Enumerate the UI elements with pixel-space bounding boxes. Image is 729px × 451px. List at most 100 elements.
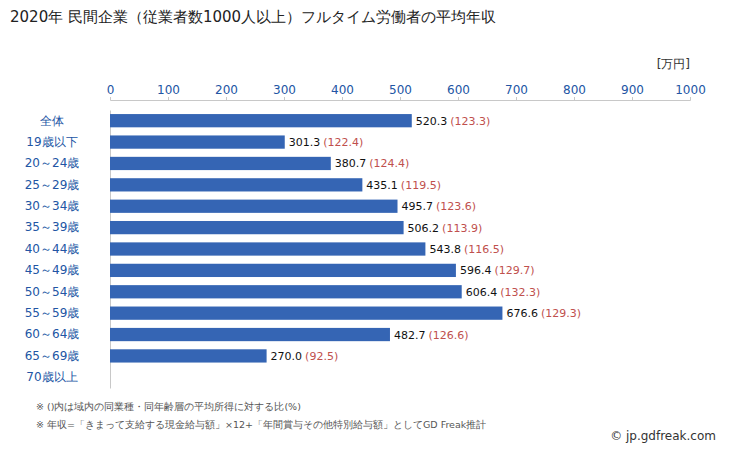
category-label: 40～44歳 (25, 242, 80, 256)
value-label: 543.8 (429, 243, 461, 256)
tick-mark (284, 97, 285, 100)
tick: 20～24歳 (25, 156, 110, 170)
ratio-label: (122.4) (323, 136, 363, 149)
tick-label: 700 (505, 83, 528, 97)
value-label: 506.2 (408, 222, 440, 235)
tick: 45～49歳 (25, 263, 110, 277)
tick: 50～54歳 (25, 285, 110, 299)
tick: 500 (389, 83, 412, 100)
tick-mark (516, 97, 517, 100)
value-label: 606.4 (466, 286, 498, 299)
bar (110, 242, 425, 255)
bar (110, 200, 398, 213)
bars (110, 114, 502, 362)
tick-mark (110, 97, 111, 100)
bar (110, 307, 502, 320)
category-label: 70歳以上 (26, 370, 77, 384)
title: 2020年 民間企業（従業者数1000人以上）フルタイム労働者の平均年収 (10, 8, 496, 26)
value-label: 435.1 (366, 179, 398, 192)
category-label: 65～69歳 (25, 349, 80, 363)
tick: 0 (107, 83, 115, 100)
category-label: 55～59歳 (25, 306, 80, 320)
category-label: 19歳以下 (26, 135, 77, 149)
tick: 900 (621, 83, 644, 100)
bar (110, 135, 285, 148)
bar (110, 114, 412, 127)
tick-label: 800 (563, 83, 586, 97)
tick: 300 (273, 83, 296, 100)
tick-mark (168, 97, 169, 100)
category-label: 30～34歳 (25, 199, 80, 213)
chart: 2020年 民間企業（従業者数1000人以上）フルタイム労働者の平均年収 [万円]… (0, 0, 729, 451)
tick: 100 (157, 83, 180, 100)
value-label: 301.3 (289, 136, 321, 149)
tick: 35～39歳 (25, 220, 110, 234)
category-label: 35～39歳 (25, 220, 80, 234)
ratio-label: (92.5) (305, 350, 338, 363)
ratio-label: (123.3) (450, 115, 490, 128)
axis-unit: [万円] (657, 57, 690, 71)
tick-mark (342, 97, 343, 100)
tick-label: 400 (331, 83, 354, 97)
value-label: 495.7 (402, 200, 434, 213)
bar (110, 349, 267, 362)
tick-mark (458, 97, 459, 100)
source: © jp.gdfreak.com (610, 429, 716, 443)
tick: 全体 (40, 114, 110, 128)
tick-label: 100 (157, 83, 180, 97)
value-label: 270.0 (271, 350, 303, 363)
ratio-label: (129.7) (494, 264, 534, 277)
tick-label: 500 (389, 83, 412, 97)
ratio-label: (124.4) (369, 157, 409, 170)
category-label: 20～24歳 (25, 156, 80, 170)
bar (110, 285, 462, 298)
category-label: 25～29歳 (25, 178, 80, 192)
value-label: 596.4 (460, 264, 492, 277)
category-label: 全体 (40, 114, 64, 128)
bar (110, 264, 456, 277)
tick: 70歳以上 (26, 370, 110, 384)
ratio-label: (116.5) (464, 243, 504, 256)
category-label: 50～54歳 (25, 285, 80, 299)
value-label: 380.7 (335, 157, 367, 170)
value-label: 520.3 (416, 115, 448, 128)
footnote: ※ 年収=「きまって支給する現金給与額」×12+「年間賞与その他特別給与額」とし… (36, 419, 486, 430)
bar (110, 328, 390, 341)
tick-label: 200 (215, 83, 238, 97)
bar (110, 157, 331, 170)
tick-label: 1000 (675, 83, 706, 97)
ratio-label: (132.3) (500, 286, 540, 299)
tick: 25～29歳 (25, 178, 110, 192)
tick: 40～44歳 (25, 242, 110, 256)
bar (110, 178, 362, 191)
tick-label: 300 (273, 83, 296, 97)
tick: 200 (215, 83, 238, 100)
x-axis: 0 100 200 300 400 500 600 700 800 900 1000 (107, 83, 706, 101)
tick-mark (400, 97, 401, 100)
tick: 65～69歳 (25, 349, 110, 363)
category-label: 60～64歳 (25, 327, 80, 341)
ratio-label: (129.3) (541, 307, 581, 320)
axis-line (111, 97, 691, 101)
tick-mark (690, 97, 691, 100)
tick: 19歳以下 (26, 135, 110, 149)
bar (110, 221, 404, 234)
ratio-label: (113.9) (442, 222, 482, 235)
tick: 400 (331, 83, 354, 100)
tick: 800 (563, 83, 586, 100)
tick-mark (226, 97, 227, 100)
ratio-label: (126.6) (428, 329, 468, 342)
tick: 60～64歳 (25, 327, 110, 341)
value-label: 676.6 (506, 307, 537, 320)
tick: 55～59歳 (25, 306, 110, 320)
tick-label: 600 (447, 83, 470, 97)
tick: 30～34歳 (25, 199, 110, 213)
ratio-label: (123.6) (436, 200, 476, 213)
category-label: 45～49歳 (25, 263, 80, 277)
tick-label: 0 (107, 83, 115, 97)
ratio-label: (119.5) (401, 179, 441, 192)
tick-label: 900 (621, 83, 644, 97)
value-label: 482.7 (394, 329, 426, 342)
tick: 600 (447, 83, 470, 100)
footnote: ※ ()内は域内の同業種・同年齢層の平均所得に対する比(%) (36, 401, 301, 412)
